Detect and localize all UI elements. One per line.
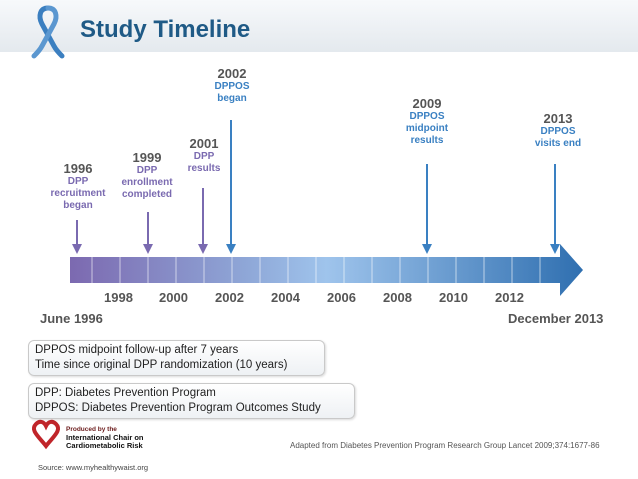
event-desc-line: recruitment <box>50 188 106 199</box>
pointer-1996 <box>72 220 82 254</box>
event-year: 1996 <box>63 161 93 176</box>
event-desc-line: began <box>217 93 247 104</box>
axis-year: 2008 <box>383 290 412 305</box>
pointer-2001 <box>198 188 208 254</box>
event-2001: 2001 DPP results <box>172 136 236 175</box>
pointer-2009 <box>422 164 432 254</box>
header-band <box>0 0 638 52</box>
event-desc-line: completed <box>121 189 172 200</box>
pointer-2013 <box>550 164 560 254</box>
axis-year: 1998 <box>104 290 133 305</box>
citation-text: Adapted from Diabetes Prevention Program… <box>290 441 600 450</box>
axis-year: 2002 <box>215 290 244 305</box>
note-line: Time since original DPP randomization (1… <box>35 359 288 371</box>
note-line: DPPOS midpoint follow-up after 7 years <box>35 344 239 356</box>
producer-credit: Produced by the International Chair on C… <box>66 426 144 450</box>
axis-year: 2000 <box>159 290 188 305</box>
event-desc-line: results <box>187 163 221 174</box>
pointer-1999 <box>143 212 153 254</box>
event-1996: 1996 DPP recruitment began <box>38 161 118 212</box>
page-title: Study Timeline <box>80 16 251 43</box>
event-year: 2013 <box>543 111 573 126</box>
note-line: DPPOS: Diabetes Prevention Program Outco… <box>35 402 321 414</box>
timeline-ticks <box>91 257 541 283</box>
event-desc-line: DPP <box>136 165 158 176</box>
heart-icon <box>31 419 61 450</box>
event-2002: 2002 DPPOS began <box>198 66 266 105</box>
timeline-bar <box>70 244 583 296</box>
event-desc-line: DPPOS <box>214 81 250 92</box>
midpoint-note: DPPOS midpoint follow-up after 7 years T… <box>28 340 325 376</box>
note-line: DPP: Diabetes Prevention Program <box>35 387 216 399</box>
event-desc-line: DPP <box>67 176 89 187</box>
event-desc-line: results <box>410 135 444 146</box>
producer-line: Cardiometabolic Risk <box>66 441 143 450</box>
end-label: December 2013 <box>508 311 604 326</box>
event-desc-line: midpoint <box>405 123 449 134</box>
axis-year: 2006 <box>327 290 356 305</box>
event-year: 2002 <box>217 66 247 81</box>
producer-line: Produced by the <box>66 426 117 433</box>
event-desc-line: DPP <box>193 151 215 162</box>
source-text: Source: www.myhealthywaist.org <box>38 463 149 472</box>
producer-line: International Chair on <box>66 433 144 442</box>
start-label: June 1996 <box>40 311 103 326</box>
event-year: 2009 <box>412 96 442 111</box>
event-desc-line: began <box>63 200 93 211</box>
event-desc-line: DPPOS <box>540 126 576 137</box>
event-year: 2001 <box>189 136 219 151</box>
event-desc-line: enrollment <box>121 177 173 188</box>
axis-year: 2004 <box>271 290 300 305</box>
event-2009: 2009 DPPOS midpoint results <box>390 96 464 147</box>
event-desc-line: visits end <box>534 138 582 149</box>
event-desc-line: DPPOS <box>409 111 445 122</box>
event-2013: 2013 DPPOS visits end <box>520 111 596 150</box>
event-year: 1999 <box>132 150 162 165</box>
event-1999: 1999 DPP enrollment completed <box>108 150 186 201</box>
axis-year: 2012 <box>495 290 524 305</box>
ribbon-logo-icon <box>31 5 65 59</box>
definitions-note: DPP: Diabetes Prevention Program DPPOS: … <box>28 383 355 419</box>
pointer-2002 <box>226 120 236 254</box>
axis-year: 2010 <box>439 290 468 305</box>
